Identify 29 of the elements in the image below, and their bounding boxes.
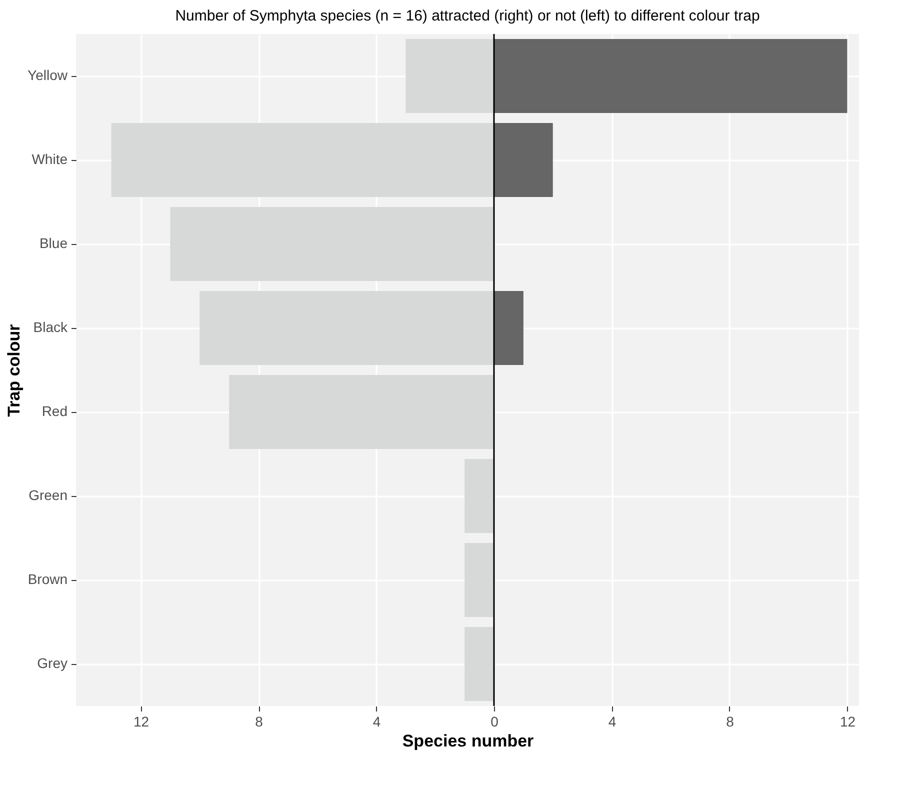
x-tick-label: 4 (608, 714, 616, 730)
bar (111, 123, 494, 197)
y-tick-label: Brown (28, 571, 68, 587)
bar (464, 459, 494, 533)
bar (200, 291, 494, 365)
x-axis-title: Species number (402, 732, 534, 750)
x-tick-label: 8 (255, 714, 264, 730)
chart-title: Number of Symphyta species (n = 16) attracted (right) or not (left) to different colour trap (175, 7, 760, 24)
y-tick-label: Black (33, 319, 68, 335)
y-tick-label: White (32, 151, 68, 167)
y-tick-label: Blue (39, 235, 68, 251)
bar (464, 627, 494, 701)
x-tick-label: 12 (840, 714, 856, 730)
bar (229, 375, 494, 449)
bar (494, 291, 524, 365)
x-tick-label: 8 (726, 714, 734, 730)
y-tick-label: Red (42, 403, 68, 419)
bar (464, 543, 494, 617)
bar (494, 123, 553, 197)
y-tick-label: Green (28, 487, 68, 503)
bar (170, 207, 494, 281)
y-tick-label: Yellow (28, 67, 68, 83)
y-axis-title: Trap colour (4, 324, 24, 417)
y-tick-label: Grey (37, 655, 68, 671)
x-tick-label: 0 (490, 714, 499, 730)
bar (494, 39, 848, 113)
x-tick-label: 4 (372, 714, 381, 730)
x-tick-label: 12 (133, 714, 150, 730)
bar (406, 39, 494, 113)
